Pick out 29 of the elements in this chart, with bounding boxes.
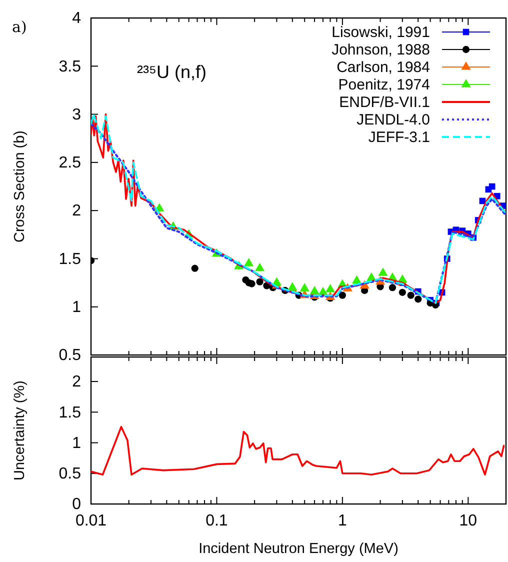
y-tick-label: 1 bbox=[72, 434, 82, 452]
x-tick-label: 10 bbox=[459, 512, 478, 530]
y-tick-label: 1 bbox=[72, 298, 82, 316]
y-tick-label: 0.5 bbox=[58, 465, 82, 482]
y-tick-label: 2 bbox=[72, 202, 82, 220]
x-tick-label: 1 bbox=[338, 512, 347, 530]
y-tick-label: 3.5 bbox=[58, 58, 82, 76]
y-tick-label: 1.5 bbox=[58, 404, 82, 422]
legend-label: ENDF/B-VII.1 bbox=[339, 94, 430, 111]
y-tick-label: 1.5 bbox=[58, 250, 82, 268]
legend-label: Carlson, 1984 bbox=[336, 59, 430, 76]
legend-label: Johnson, 1988 bbox=[332, 42, 430, 58]
y-tick-label: 4 bbox=[72, 10, 82, 28]
legend-label: Poenitz, 1974 bbox=[338, 76, 430, 94]
y-tick-label: 0 bbox=[72, 496, 82, 514]
x-tick-label: 0.01 bbox=[75, 512, 107, 530]
x-axis-title: Incident Neutron Energy (MeV) bbox=[198, 541, 398, 557]
legend-label: JEFF-3.1 bbox=[368, 129, 430, 146]
y-axis-title: Uncertainty (%) bbox=[12, 380, 28, 480]
annotation: ²³⁵U (n,f) bbox=[137, 62, 206, 82]
y-tick-label: 0.5 bbox=[58, 347, 82, 364]
y-tick-label: 3 bbox=[72, 106, 82, 124]
text: a) bbox=[12, 18, 27, 36]
y-axis-title: Cross Section (b) bbox=[12, 130, 28, 243]
y-tick-label: 2 bbox=[72, 374, 82, 391]
y-tick-label: 2.5 bbox=[58, 154, 82, 172]
legend-label: JENDL-4.0 bbox=[356, 112, 430, 128]
legend-label: Lisowski, 1991 bbox=[332, 24, 430, 41]
x-tick-label: 0.1 bbox=[206, 512, 228, 530]
